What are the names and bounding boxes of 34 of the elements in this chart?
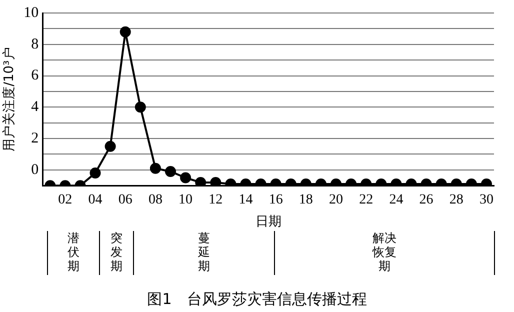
point [195,176,206,186]
text: 蔓延期 [198,231,211,273]
x-axis-title: 日期 [255,214,282,230]
y-tick-label: 10 [24,4,39,21]
x-tick-label: 22 [359,192,374,208]
x-tick-label: 04 [88,192,102,208]
x-tick-label: 10 [178,192,193,208]
x-tick-label: 28 [449,192,464,208]
y-axis-title: 用户关注度/10³户 [1,47,18,152]
text: 解决恢复期 [371,231,398,273]
point [104,140,116,152]
y-tick-label: 4 [31,99,40,116]
point [210,176,222,186]
point [134,102,146,113]
point [164,166,176,177]
x-tick-label: 02 [58,192,72,208]
y-tick-label: 8 [31,36,39,52]
x-tick-label: 16 [268,192,283,208]
text: 突发期 [110,231,123,273]
x-tick-label: 12 [208,192,223,208]
y-tick-label: 0 [31,162,39,178]
x-tick-label: 08 [148,192,162,208]
x-tick-label: 06 [118,192,132,208]
x-tick-label: 20 [329,192,344,208]
y-tick-label: 6 [31,68,40,84]
x-tick-label: 30 [479,192,494,208]
x-tick-label: 24 [389,192,404,208]
text: 图1 台风罗莎灾害信息传播过程 [146,290,368,309]
x-tick-label: 26 [419,192,434,208]
x-tick-label: 14 [238,192,253,208]
point [150,162,161,174]
x-tick-label: 18 [298,192,313,208]
text: 潜伏期 [66,231,80,273]
y-tick-label: 2 [31,130,39,146]
